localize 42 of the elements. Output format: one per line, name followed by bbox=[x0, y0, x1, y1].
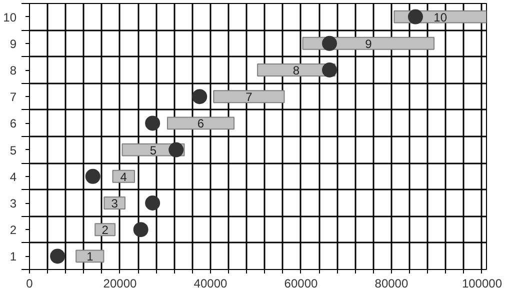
y-tick-label: 8 bbox=[10, 64, 17, 78]
x-tick-label: 40000 bbox=[194, 276, 228, 290]
y-tick-label: 10 bbox=[3, 10, 17, 24]
point bbox=[322, 62, 337, 78]
bar bbox=[167, 116, 235, 130]
point bbox=[192, 89, 208, 104]
y-tick-label: 5 bbox=[10, 143, 17, 158]
annotation: 5 bbox=[150, 143, 157, 158]
x-tick-label: 100000 bbox=[462, 276, 502, 290]
y-tick-label: 3 bbox=[10, 196, 17, 210]
y-tick-label: 7 bbox=[10, 90, 17, 104]
bar bbox=[94, 223, 116, 236]
bar bbox=[104, 196, 126, 210]
bar bbox=[213, 90, 285, 104]
point bbox=[168, 142, 184, 158]
bar bbox=[112, 170, 135, 183]
point bbox=[322, 36, 337, 51]
x-tick-label: 80000 bbox=[374, 276, 408, 290]
y-tick-label: 2 bbox=[10, 223, 17, 238]
y-tick-label: 6 bbox=[10, 116, 17, 131]
x-tick-label: 20000 bbox=[103, 276, 138, 290]
point bbox=[408, 9, 423, 24]
x-tick-label: 60000 bbox=[284, 276, 318, 290]
point bbox=[133, 222, 148, 238]
annotation: 4 bbox=[120, 170, 128, 184]
x-tick-label: 0 bbox=[26, 276, 34, 290]
annotation: 2 bbox=[102, 223, 109, 238]
annotation: 3 bbox=[111, 196, 118, 210]
point bbox=[145, 196, 160, 210]
y-tick-label: 1 bbox=[10, 250, 17, 264]
annotation: 1 bbox=[86, 250, 94, 264]
annotation: 6 bbox=[197, 116, 204, 131]
y-tick-label: 9 bbox=[10, 36, 17, 51]
point bbox=[85, 168, 100, 184]
annotation: 8 bbox=[292, 64, 300, 78]
annotation: 7 bbox=[246, 90, 253, 104]
annotation: 9 bbox=[365, 36, 372, 51]
annotation: 10 bbox=[434, 10, 448, 24]
point bbox=[145, 116, 160, 131]
point bbox=[50, 248, 66, 264]
y-tick-label: 4 bbox=[10, 170, 17, 184]
bar bbox=[76, 250, 104, 263]
